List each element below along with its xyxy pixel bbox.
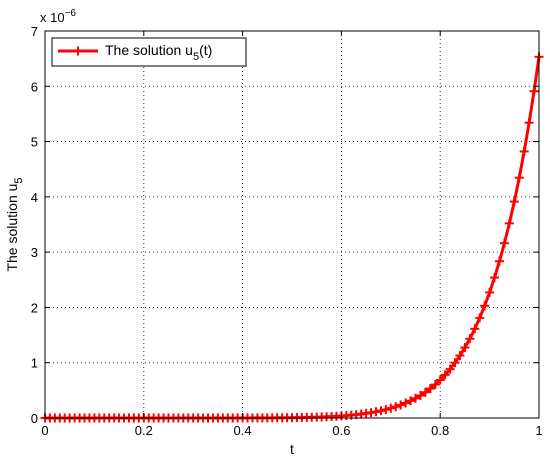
y-tick-label: 3 <box>31 245 38 260</box>
data-point-marker <box>430 380 440 390</box>
data-point-marker <box>415 390 425 400</box>
x-tick-label: 1 <box>535 423 542 438</box>
data-point-marker <box>391 402 401 412</box>
x-tick-label: 0.6 <box>332 423 350 438</box>
data-point-marker <box>411 393 420 403</box>
data-point-marker <box>381 405 391 415</box>
grid <box>45 31 539 418</box>
data-point-marker <box>460 343 470 353</box>
data-point-marker <box>396 400 406 410</box>
y-tick-label: 7 <box>31 24 38 39</box>
x-axis-label: t <box>290 441 294 457</box>
y-axis-label: The solution u5 <box>4 177 25 271</box>
x-axis-ticks: 0 0.2 0.4 0.6 0.8 1 <box>41 31 543 438</box>
x-tick-label: 0.4 <box>234 423 252 438</box>
data-point-marker <box>435 375 445 385</box>
data-point-marker <box>425 384 435 394</box>
data-point-marker <box>401 398 411 408</box>
y-axis-label-sub: 5 <box>13 177 25 183</box>
data-point-marker <box>494 256 504 266</box>
y-tick-label: 4 <box>31 190 38 205</box>
data-point-marker <box>465 334 475 344</box>
y-axis-ticks: 0 1 2 3 4 5 6 7 <box>31 24 539 426</box>
legend-marker <box>73 46 83 56</box>
data-point-marker <box>440 370 450 380</box>
y-axis-exponent: x 10−6 <box>40 8 76 25</box>
y-axis-exponent-base: x 10 <box>40 10 65 25</box>
data-point-marker <box>455 351 465 361</box>
y-tick-label: 0 <box>31 411 38 426</box>
data-point-marker <box>376 406 386 416</box>
data-point-marker <box>490 273 500 283</box>
data-point-marker <box>371 407 381 417</box>
data-point-marker <box>445 364 455 374</box>
y-tick-label: 1 <box>31 356 38 371</box>
data-point-marker <box>470 324 480 334</box>
x-tick-label: 0.2 <box>135 423 153 438</box>
legend-label: The solution u5(t) <box>105 42 212 63</box>
data-point-marker <box>519 146 529 156</box>
y-tick-label: 2 <box>31 300 38 315</box>
x-tick-label: 0 <box>41 423 48 438</box>
data-point-marker <box>514 173 524 183</box>
data-point-marker <box>529 86 539 96</box>
legend: The solution u5(t) <box>51 37 247 67</box>
data-point-marker <box>509 197 519 207</box>
y-axis-exponent-power: −6 <box>65 8 77 19</box>
legend-label-main: The solution u <box>105 42 193 58</box>
y-tick-label: 6 <box>31 79 38 94</box>
y-tick-label: 5 <box>31 135 38 150</box>
x-tick-label: 0.8 <box>431 423 449 438</box>
data-point-marker <box>480 301 490 311</box>
plot-frame <box>44 30 540 419</box>
data-point-marker <box>406 396 416 406</box>
data-point-marker <box>499 238 509 248</box>
data-point-marker <box>524 118 534 128</box>
data-point-marker <box>485 287 495 297</box>
data-point-marker <box>504 218 514 228</box>
y-axis-label-main: The solution u <box>4 184 20 272</box>
data-point-marker <box>420 387 430 397</box>
data-point-marker <box>386 403 396 413</box>
legend-label-sub: 5 <box>193 51 199 63</box>
data-point-marker <box>475 313 485 323</box>
data-point-marker <box>450 358 460 368</box>
legend-box <box>51 37 247 67</box>
legend-label-tail: (t) <box>199 42 212 58</box>
